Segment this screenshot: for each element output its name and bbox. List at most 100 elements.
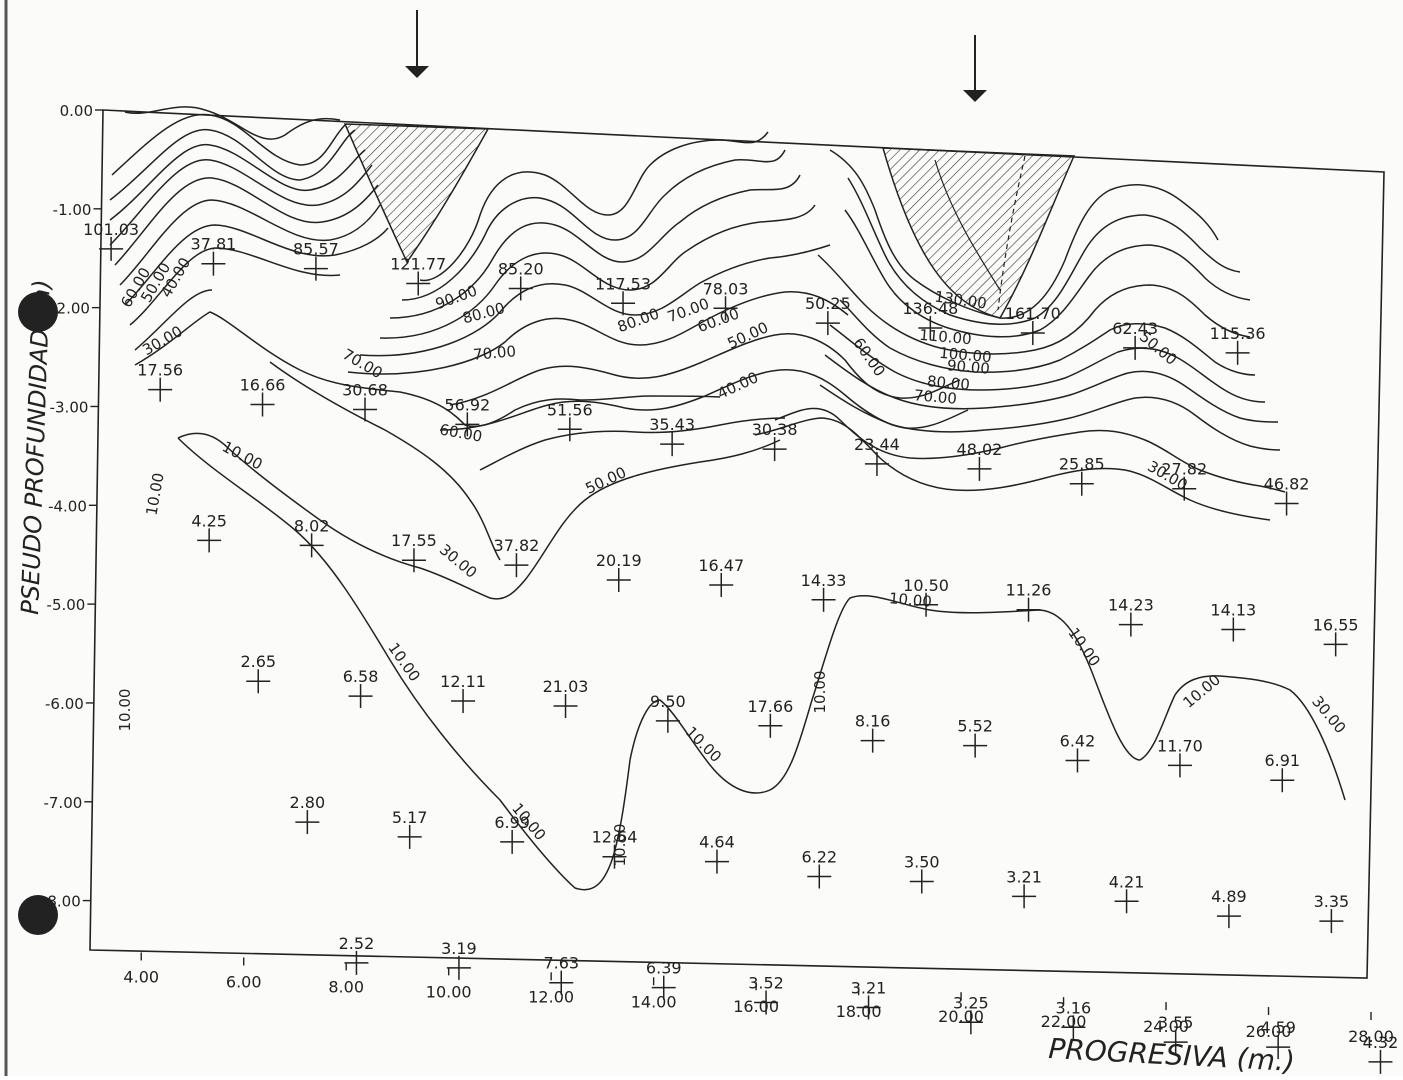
contour-value-label: 70.00 [913,386,957,408]
measurement-point: 3.16 [1056,998,1091,1040]
point-value-label: 115.36 [1210,324,1266,343]
point-value-label: 25.85 [1059,455,1105,474]
point-value-label: 121.77 [390,254,446,273]
x-axis: 4.00 6.00 8.00 10.00 12.00 14.00 16.00 18.00 20.… [123,952,1394,1046]
measurement-point: 3.21 [1006,867,1042,909]
measurement-point: 9.50 [650,692,686,733]
contour-line [269,361,501,561]
measurement-point: 4.21 [1109,872,1145,914]
point-value-label: 37.82 [494,536,540,555]
contour-value-label: 10.00 [219,438,265,474]
measurement-point: 101.03 [83,220,139,261]
point-value-label: 4.21 [1109,872,1145,891]
point-value-label: 3.25 [953,993,989,1012]
contour-value-label: 10.00 [1064,624,1103,670]
point-value-label: 46.82 [1264,475,1310,494]
x-tick-label: 6.00 [226,972,262,991]
contour-line [109,129,356,201]
measurement-point: 25.85 [1059,455,1105,496]
measurement-point: 11.26 [1006,581,1051,622]
y-tick-label: -1.00 [53,201,92,219]
point-value-label: 51.56 [547,400,593,419]
data-points: 101.03 37.81 85.57 121.77 85.20 117.53 78.03 50… [83,220,1398,1074]
contour-value-label: 30.00 [436,540,480,581]
x-tick-label: 18.00 [836,1002,882,1021]
measurement-point: 35.43 [649,415,695,457]
measurement-point: 16.47 [698,556,744,597]
measurement-point: 3.19 [441,939,477,980]
x-tick-label: 24.00 [1143,1017,1189,1036]
measurement-point: 4.32 [1363,1033,1399,1074]
contour-line [177,437,1346,891]
measurement-point: 17.55 [391,531,437,573]
dashed-line [997,155,1026,311]
measurement-point: 11.70 [1157,736,1203,778]
contour-line [419,131,769,282]
measurement-point: 14.13 [1210,601,1256,642]
point-value-label: 4.59 [1260,1018,1296,1037]
x-tick-label: 8.00 [328,977,364,996]
measurement-point: 2.80 [290,793,325,835]
measurement-point: 3.52 [748,974,784,1015]
point-value-label: 50.25 [805,294,851,313]
point-value-label: 37.81 [191,235,237,254]
contour-value-label: 10.00 [142,471,167,516]
measurement-point: 6.91 [1264,751,1300,793]
contour-value-label: 70.00 [472,342,516,364]
measurement-point: 14.23 [1108,596,1154,637]
point-value-label: 5.17 [392,808,428,827]
contour-line [817,254,1251,355]
point-value-label: 3.21 [1006,867,1042,886]
contour-line [754,417,1271,521]
x-tick-label: 22.00 [1041,1012,1087,1031]
contour-line [774,407,1286,493]
x-tick-label: 4.00 [123,967,159,986]
point-value-label: 21.03 [543,677,589,696]
point-value-label: 3.52 [748,974,784,993]
point-value-label: 6.22 [801,848,837,867]
point-value-label: 30.68 [342,380,388,399]
measurement-point: 85.57 [293,240,339,281]
point-value-label: 5.52 [957,717,993,736]
point-value-label: 12.64 [592,828,638,847]
measurement-point: 5.52 [957,717,993,758]
measurement-point: 6.42 [1060,731,1095,773]
contour-line [359,244,831,357]
point-value-label: 2.65 [240,652,276,671]
measurement-point: 6.39 [646,959,682,1000]
point-value-label: 17.55 [391,531,437,550]
contour-value-label: 10.00 [888,589,932,611]
point-value-label: 4.32 [1363,1033,1399,1052]
measurement-point: 12.11 [440,672,486,714]
measurement-point: 48.02 [957,440,1003,481]
contour-group-upper [109,106,1286,600]
measurement-point: 14.33 [801,571,846,612]
contour-line [379,204,816,339]
contour-line [134,311,721,427]
point-value-label: 6.39 [646,959,682,978]
measurement-point: 10.50 [903,576,949,617]
point-value-label: 78.03 [703,279,749,298]
measurement-point: 4.59 [1260,1018,1296,1060]
measurement-point: 50.25 [805,294,851,336]
point-value-label: 6.91 [1264,751,1300,770]
contour-value-label: 80.00 [926,372,970,394]
measurement-point: 6.58 [343,667,378,709]
measurement-point: 20.19 [596,551,642,593]
contour-value-label: 80.00 [461,299,507,328]
y-tick-label: -7.00 [43,794,82,812]
contour-value-label: 40.00 [715,368,762,402]
measurement-point: 117.53 [595,274,651,316]
measurement-point: 6.22 [801,848,837,889]
point-value-label: 3.19 [441,939,477,958]
measurement-point: 16.66 [240,376,285,417]
measurement-point: 3.21 [851,978,886,1020]
contour-line [934,159,1001,291]
point-value-label: 48.02 [957,440,1003,459]
point-value-label: 3.50 [904,852,940,871]
contour-value-label: 50.00 [583,463,630,497]
point-value-label: 16.55 [1313,615,1359,634]
measurement-point: 6.99 [494,813,530,854]
point-value-label: 85.57 [293,240,339,259]
